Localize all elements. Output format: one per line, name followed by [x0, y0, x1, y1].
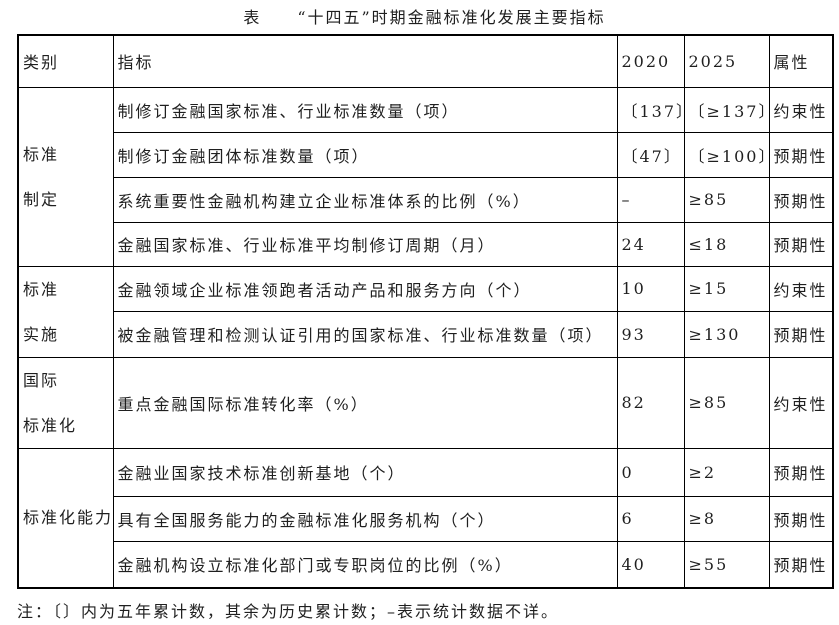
value-2025-cell: ≥8 [683, 495, 770, 542]
header-category: 类别 [17, 34, 114, 88]
category-cell: 标准 实施 [17, 265, 114, 358]
attribute-cell: 预期性 [768, 311, 834, 358]
indicator-cell: 制修订金融国家标准、行业标准数量（项） [112, 86, 618, 133]
value-2020-cell: – [616, 176, 685, 223]
category-line: 实施 [23, 324, 60, 344]
value-2025-cell: ≥85 [683, 176, 770, 223]
table-row: 标准 实施 金融领域企业标准领跑者活动产品和服务方向（个） 10 ≥15 约束性 [17, 265, 834, 358]
indicator-cell: 系统重要性金融机构建立企业标准体系的比例（%） [112, 176, 618, 223]
value-2020-cell: 6 [616, 495, 685, 542]
attribute-cell: 预期性 [768, 221, 834, 267]
value-2025-cell: ≥55 [683, 540, 770, 589]
value-2025-cell: 〔≥100〕 [683, 131, 770, 178]
attribute-cell: 预期性 [768, 447, 834, 497]
indicator-cell: 金融领域企业标准领跑者活动产品和服务方向（个） [112, 265, 618, 312]
table-row: 被金融管理和检测认证引用的国家标准、行业标准数量（项） 93 ≥130 预期性 [18, 311, 834, 358]
header-row: 类别 指标 2020 2025 属性 [17, 34, 834, 88]
value-2020-cell: 0 [616, 447, 685, 497]
attribute-cell: 预期性 [768, 131, 834, 178]
table-row: 金融机构设立标准化部门或专职岗位的比例（%） 40 ≥55 预期性 [18, 540, 834, 589]
indicator-cell: 具有全国服务能力的金融标准化服务机构（个） [112, 495, 618, 542]
value-2020-cell: 〔137〕 [616, 86, 685, 133]
header-indicator: 指标 [112, 34, 618, 88]
table-title: 表 “十四五”时期金融标准化发展主要指标 [243, 8, 606, 27]
category-line: 标准化 [23, 415, 78, 435]
value-2020-cell: 〔47〕 [616, 131, 685, 178]
indicator-cell: 被金融管理和检测认证引用的国家标准、行业标准数量（项） [112, 311, 618, 358]
header-2025: 2025 [683, 34, 770, 88]
value-2025-cell: ≥130 [683, 311, 770, 358]
value-2020-cell: 24 [616, 221, 685, 267]
attribute-cell: 约束性 [768, 265, 834, 312]
table-row: 国际 标准化 重点金融国际标准转化率（%） 82 ≥85 约束性 [17, 356, 834, 449]
value-2020-cell: 40 [616, 540, 685, 589]
indicator-cell: 金融国家标准、行业标准平均制修订周期（月） [112, 221, 618, 267]
table-footnote: 注：〔〕内为五年累计数，其余为历史累计数；–表示统计数据不详。 [17, 602, 560, 621]
category-cell: 国际 标准化 [17, 356, 114, 449]
attribute-cell: 预期性 [768, 176, 834, 223]
category-line: 标准 [23, 144, 60, 164]
header-attribute: 属性 [768, 34, 834, 88]
attribute-cell: 约束性 [768, 86, 834, 133]
header-2020: 2020 [616, 34, 685, 88]
indicators-table: 类别 指标 2020 2025 属性 标准 制定 制修订金融国家标准、行业标准数… [17, 34, 834, 589]
table-row: 具有全国服务能力的金融标准化服务机构（个） 6 ≥8 预期性 [18, 495, 834, 542]
indicator-cell: 制修订金融团体标准数量（项） [112, 131, 618, 178]
attribute-cell: 约束性 [768, 356, 834, 449]
table-row: 系统重要性金融机构建立企业标准体系的比例（%） – ≥85 预期性 [18, 176, 834, 223]
value-2025-cell: ≥85 [683, 356, 770, 449]
value-2020-cell: 93 [616, 311, 685, 358]
value-2025-cell: ≥2 [683, 447, 770, 497]
category-line: 标准 [23, 279, 60, 299]
value-2025-cell: ≥15 [683, 265, 770, 312]
value-2025-cell: 〔≥137〕 [683, 86, 770, 133]
table-row: 标准化能力 金融业国家技术标准创新基地（个） 0 ≥2 预期性 [17, 447, 834, 589]
indicator-cell: 重点金融国际标准转化率（%） [112, 356, 618, 449]
category-cell: 标准化能力 [17, 447, 114, 589]
value-2020-cell: 82 [616, 356, 685, 449]
attribute-cell: 预期性 [768, 495, 834, 542]
value-2025-cell: ≤18 [683, 221, 770, 267]
indicator-cell: 金融机构设立标准化部门或专职岗位的比例（%） [112, 540, 618, 589]
table-row: 标准 制定 制修订金融国家标准、行业标准数量（项） 〔137〕 〔≥137〕 约… [17, 86, 834, 267]
value-2020-cell: 10 [616, 265, 685, 312]
category-cell: 标准 制定 [17, 86, 114, 267]
table-row: 制修订金融团体标准数量（项） 〔47〕 〔≥100〕 预期性 [18, 131, 834, 178]
category-line: 国际 [23, 370, 60, 390]
category-line: 制定 [23, 189, 60, 209]
table-row: 金融国家标准、行业标准平均制修订周期（月） 24 ≤18 预期性 [18, 221, 834, 267]
category-line: 标准化能力 [23, 508, 113, 528]
indicator-cell: 金融业国家技术标准创新基地（个） [112, 447, 618, 497]
attribute-cell: 预期性 [768, 540, 834, 589]
